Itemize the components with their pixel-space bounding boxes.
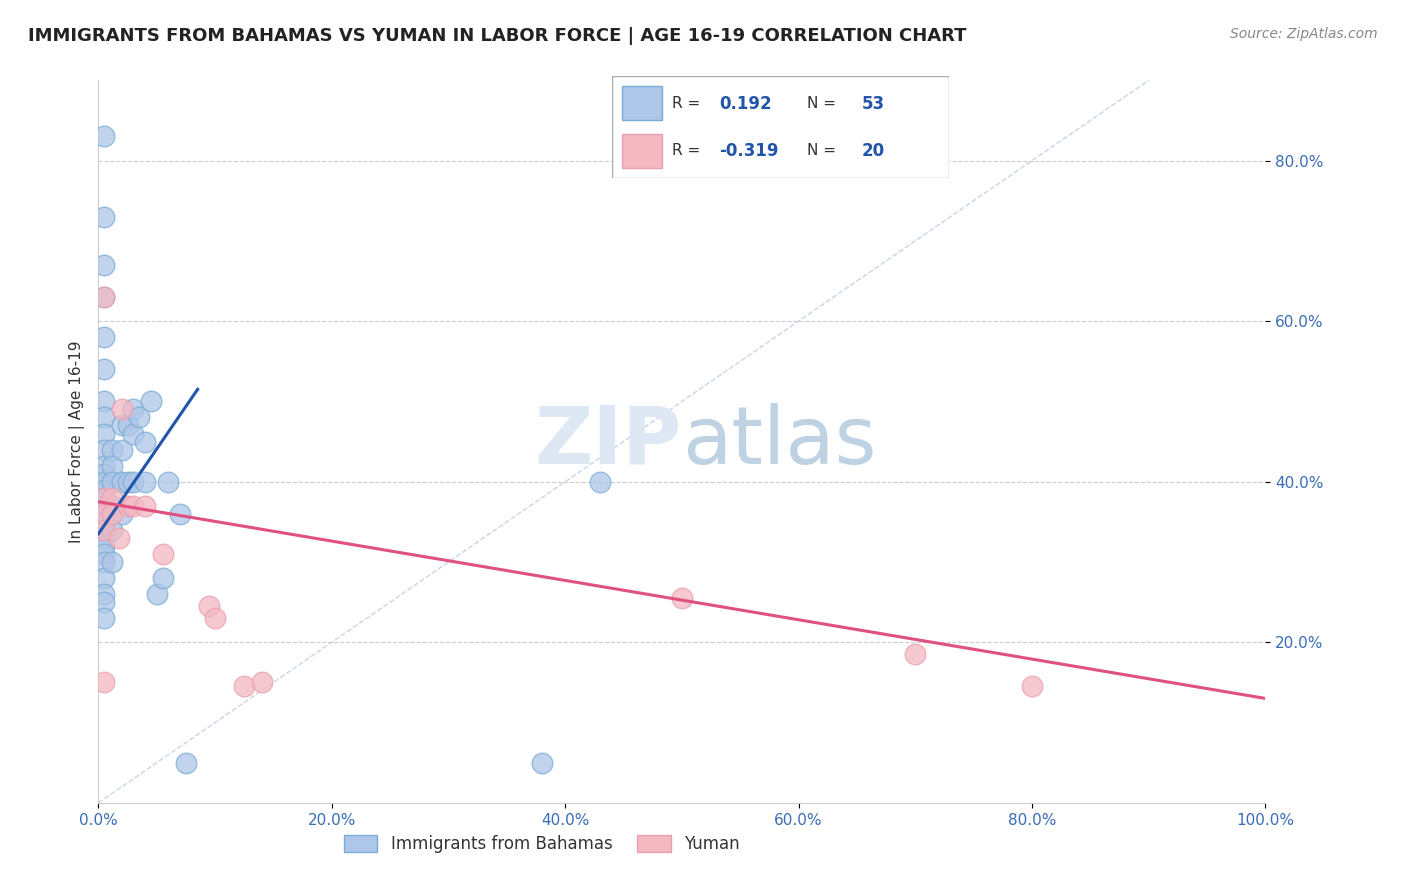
Point bbox=[111, 475, 134, 489]
Point bbox=[93, 595, 115, 609]
Point bbox=[250, 675, 273, 690]
Point bbox=[93, 290, 115, 304]
Text: IMMIGRANTS FROM BAHAMAS VS YUMAN IN LABOR FORCE | AGE 16-19 CORRELATION CHART: IMMIGRANTS FROM BAHAMAS VS YUMAN IN LABO… bbox=[28, 27, 966, 45]
Point bbox=[111, 442, 134, 457]
Point bbox=[128, 410, 150, 425]
Text: R =: R = bbox=[672, 96, 706, 111]
Text: Source: ZipAtlas.com: Source: ZipAtlas.com bbox=[1230, 27, 1378, 41]
Point bbox=[93, 675, 115, 690]
Point bbox=[93, 394, 115, 409]
Point bbox=[93, 547, 115, 561]
Point bbox=[93, 515, 115, 529]
Point bbox=[1021, 680, 1043, 694]
Point bbox=[157, 475, 180, 489]
FancyBboxPatch shape bbox=[621, 87, 662, 120]
Point bbox=[117, 499, 139, 513]
Point bbox=[198, 599, 221, 614]
Point bbox=[671, 591, 693, 605]
Text: R =: R = bbox=[672, 144, 706, 158]
Point bbox=[93, 571, 115, 585]
Y-axis label: In Labor Force | Age 16-19: In Labor Force | Age 16-19 bbox=[69, 340, 84, 543]
Point bbox=[204, 611, 226, 625]
Point bbox=[93, 458, 115, 473]
Point bbox=[111, 507, 134, 521]
Point bbox=[93, 362, 115, 376]
Point bbox=[117, 475, 139, 489]
Text: 0.192: 0.192 bbox=[720, 95, 772, 112]
Point bbox=[93, 483, 115, 497]
Point bbox=[108, 531, 131, 545]
Point bbox=[146, 587, 169, 601]
Text: N =: N = bbox=[807, 144, 841, 158]
Point bbox=[134, 434, 156, 449]
FancyBboxPatch shape bbox=[612, 76, 949, 178]
Point bbox=[93, 587, 115, 601]
Point bbox=[93, 258, 115, 272]
Point bbox=[93, 491, 115, 505]
Point bbox=[101, 499, 124, 513]
Point bbox=[117, 418, 139, 433]
Point bbox=[122, 402, 145, 417]
Point bbox=[904, 648, 927, 662]
Text: 53: 53 bbox=[862, 95, 884, 112]
Point bbox=[101, 475, 124, 489]
Point bbox=[93, 611, 115, 625]
Point bbox=[93, 523, 115, 537]
Point bbox=[101, 523, 124, 537]
Point bbox=[134, 475, 156, 489]
Text: N =: N = bbox=[807, 96, 841, 111]
Point bbox=[122, 499, 145, 513]
Point bbox=[93, 531, 115, 545]
Point bbox=[93, 467, 115, 481]
Point bbox=[111, 402, 134, 417]
Point bbox=[101, 491, 124, 505]
Text: ZIP: ZIP bbox=[534, 402, 682, 481]
Point bbox=[93, 330, 115, 344]
Point bbox=[93, 442, 115, 457]
Point bbox=[93, 499, 115, 513]
Point bbox=[93, 555, 115, 569]
Point bbox=[93, 523, 115, 537]
Point bbox=[93, 210, 115, 224]
Point bbox=[111, 418, 134, 433]
Point bbox=[93, 507, 115, 521]
Text: 20: 20 bbox=[862, 142, 884, 160]
Point bbox=[93, 475, 115, 489]
Point bbox=[101, 507, 124, 521]
Point bbox=[101, 442, 124, 457]
Point bbox=[93, 491, 115, 505]
Point bbox=[169, 507, 191, 521]
Point bbox=[589, 475, 612, 489]
Point bbox=[233, 680, 256, 694]
Point bbox=[93, 539, 115, 553]
Legend: Immigrants from Bahamas, Yuman: Immigrants from Bahamas, Yuman bbox=[337, 828, 747, 860]
Point bbox=[122, 475, 145, 489]
Point bbox=[174, 756, 197, 770]
Point bbox=[101, 458, 124, 473]
Point bbox=[93, 129, 115, 144]
Point bbox=[122, 426, 145, 441]
Point bbox=[93, 410, 115, 425]
Point bbox=[93, 507, 115, 521]
Point bbox=[101, 555, 124, 569]
Text: -0.319: -0.319 bbox=[720, 142, 779, 160]
Point bbox=[530, 756, 553, 770]
Text: atlas: atlas bbox=[682, 402, 876, 481]
Point bbox=[134, 499, 156, 513]
FancyBboxPatch shape bbox=[621, 135, 662, 168]
Point bbox=[93, 290, 115, 304]
Point bbox=[152, 547, 174, 561]
Point bbox=[139, 394, 162, 409]
Point bbox=[93, 426, 115, 441]
Point bbox=[152, 571, 174, 585]
